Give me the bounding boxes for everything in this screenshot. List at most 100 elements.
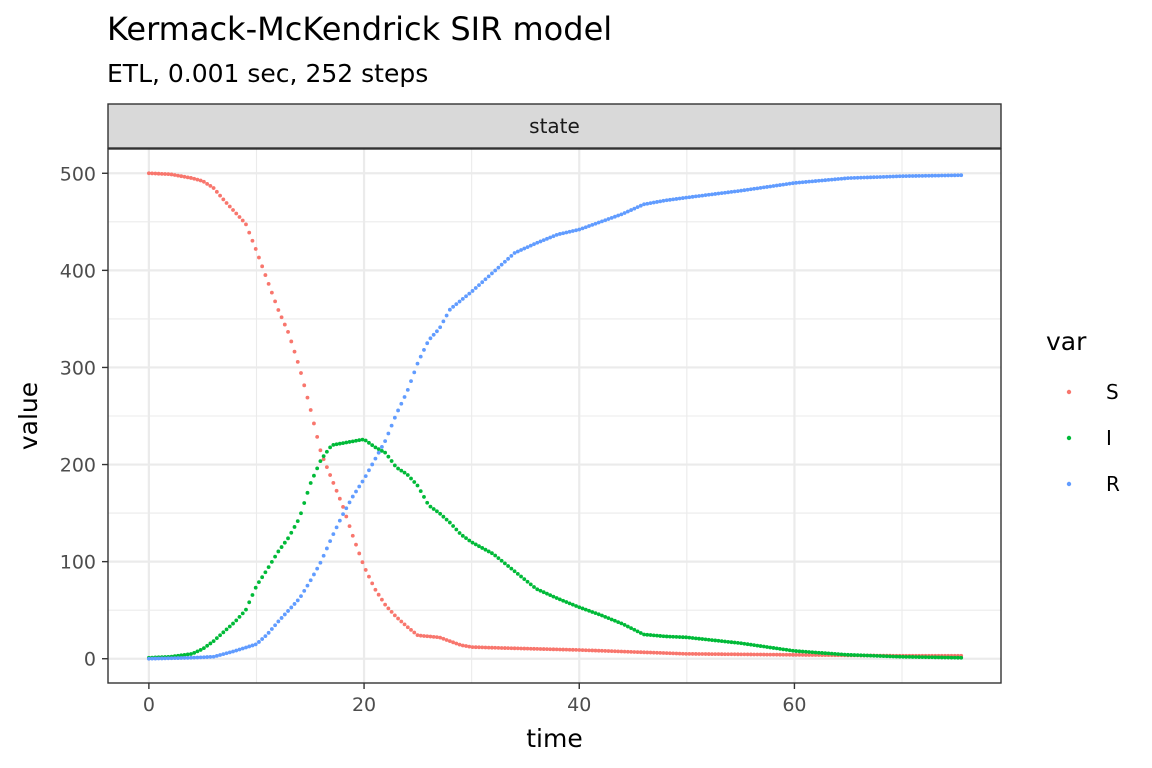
y-axis-title: value (14, 382, 43, 450)
data-point-R (334, 525, 339, 530)
data-point-I (509, 566, 514, 571)
data-point-R (347, 500, 352, 505)
data-point-R (412, 370, 417, 375)
data-point-R (855, 175, 860, 180)
data-point-R (231, 649, 235, 654)
data-point-R (726, 190, 731, 195)
data-point-I (800, 649, 805, 654)
data-point-I (470, 540, 475, 545)
data-point-I (658, 634, 663, 638)
data-point-S (153, 171, 158, 176)
data-point-S (179, 174, 184, 179)
data-point-S (671, 651, 676, 656)
data-point-R (755, 186, 760, 191)
chart-subtitle: ETL, 0.001 sec, 252 steps (107, 59, 428, 88)
data-point-R (234, 648, 239, 653)
data-point-I (894, 654, 899, 659)
data-point-I (680, 635, 685, 640)
data-point-I (587, 608, 591, 613)
data-point-R (648, 201, 653, 206)
data-point-R (163, 656, 167, 661)
data-point-I (897, 654, 902, 659)
data-point-R (548, 235, 553, 240)
data-point-R (677, 196, 682, 201)
data-point-I (473, 542, 478, 547)
data-point-I (380, 449, 384, 453)
data-point-I (467, 538, 472, 543)
data-point-S (606, 649, 611, 653)
data-point-S (221, 197, 226, 202)
data-point-I (616, 620, 621, 624)
data-point-I (457, 531, 462, 535)
data-point-R (590, 222, 595, 227)
data-point-R (477, 283, 481, 288)
data-point-R (438, 325, 443, 330)
data-point-R (910, 174, 915, 178)
data-point-I (778, 646, 782, 651)
data-point-S (409, 627, 413, 632)
data-point-I (949, 655, 954, 660)
data-point-R (949, 173, 954, 178)
data-point-S (548, 647, 553, 652)
data-point-R (781, 182, 786, 187)
data-point-R (328, 539, 333, 544)
data-point-S (266, 281, 271, 286)
data-point-S (218, 193, 222, 198)
data-point-I (719, 639, 724, 644)
data-point-I (282, 540, 287, 545)
data-point-R (541, 238, 546, 243)
x-tick-label: 0 (143, 694, 155, 716)
data-point-S (619, 649, 624, 654)
data-point-S (502, 646, 507, 650)
data-point-I (836, 652, 841, 657)
data-point-S (486, 645, 491, 650)
data-point-R (930, 173, 934, 178)
data-point-S (638, 650, 643, 655)
data-point-I (202, 646, 206, 651)
data-point-S (425, 634, 430, 639)
data-point-I (613, 618, 617, 623)
data-point-I (651, 633, 656, 638)
data-point-I (218, 633, 222, 638)
data-point-S (156, 171, 161, 176)
data-point-R (538, 239, 543, 244)
data-point-I (545, 591, 549, 596)
chart-title: Kermack-McKendrick SIR model (107, 10, 612, 48)
data-point-S (732, 652, 737, 657)
data-point-R (289, 605, 294, 610)
data-point-I (645, 632, 650, 637)
data-point-S (399, 619, 404, 624)
data-point-S (499, 646, 504, 650)
data-point-I (855, 653, 860, 658)
data-point-R (389, 423, 394, 428)
data-point-R (528, 243, 533, 248)
data-point-I (583, 607, 588, 612)
data-point-I (745, 642, 750, 647)
data-point-R (354, 489, 358, 494)
data-point-R (842, 176, 847, 181)
data-point-I (321, 454, 326, 459)
data-point-S (723, 652, 727, 657)
data-point-S (208, 184, 213, 188)
data-point-R (451, 304, 455, 309)
data-point-S (282, 322, 287, 327)
data-point-S (755, 652, 760, 657)
data-point-S (263, 273, 268, 277)
data-point-R (719, 191, 724, 196)
data-point-S (797, 652, 802, 657)
data-point-S (761, 652, 766, 657)
data-point-S (483, 645, 488, 650)
data-point-S (435, 635, 439, 640)
data-point-S (198, 178, 203, 183)
data-point-R (752, 186, 756, 191)
data-point-I (535, 587, 540, 592)
data-point-I (295, 519, 300, 524)
data-point-S (182, 174, 187, 179)
data-point-I (548, 593, 553, 598)
data-point-S (784, 652, 789, 657)
data-point-R (784, 182, 789, 187)
data-point-S (315, 434, 320, 439)
data-point-R (706, 192, 711, 197)
data-point-I (480, 546, 485, 550)
data-point-I (622, 623, 627, 627)
